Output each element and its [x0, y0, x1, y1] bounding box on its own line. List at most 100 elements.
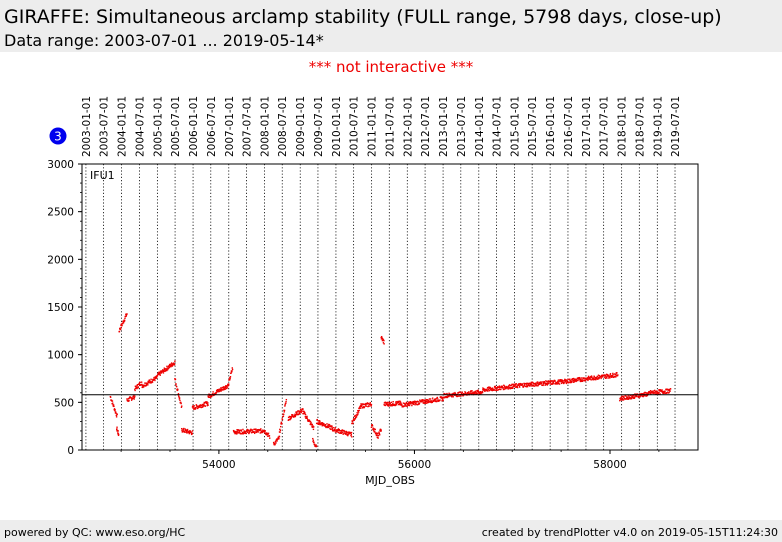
- data-point: [113, 408, 116, 410]
- data-point: [666, 391, 669, 393]
- data-point: [157, 372, 160, 374]
- data-point: [200, 406, 203, 409]
- data-point: [646, 392, 648, 394]
- data-point: [260, 428, 262, 430]
- data-point: [633, 397, 636, 399]
- data-point: [149, 380, 151, 382]
- data-point: [116, 413, 118, 416]
- data-point: [184, 431, 186, 433]
- data-point: [282, 415, 285, 417]
- date-tick-label: 2004-01-01: [117, 96, 129, 157]
- data-point: [288, 418, 290, 421]
- data-point: [504, 386, 507, 388]
- data-point: [202, 405, 204, 408]
- data-point: [612, 372, 614, 375]
- data-point: [357, 413, 359, 415]
- data-point: [169, 363, 172, 365]
- data-point: [635, 395, 637, 397]
- data-point: [547, 381, 549, 383]
- data-point: [364, 405, 367, 407]
- data-point: [385, 403, 388, 405]
- data-point: [542, 381, 544, 383]
- data-point: [426, 401, 429, 403]
- data-point: [274, 443, 276, 445]
- data-point: [359, 406, 361, 408]
- data-point: [409, 403, 411, 405]
- data-point: [461, 391, 464, 393]
- data-point: [361, 404, 363, 407]
- data-point: [315, 444, 317, 446]
- data-point: [276, 440, 278, 442]
- data-point: [623, 396, 625, 398]
- data-point: [435, 398, 437, 400]
- data-point: [118, 330, 121, 333]
- data-point: [549, 381, 552, 383]
- data-point: [493, 389, 496, 391]
- data-point: [594, 378, 596, 381]
- data-point: [656, 390, 658, 393]
- data-point: [498, 386, 500, 389]
- data-point: [158, 373, 160, 376]
- data-point: [488, 388, 490, 391]
- data-point: [477, 390, 480, 393]
- data-point: [166, 365, 168, 368]
- data-point: [322, 424, 324, 426]
- data-point: [300, 411, 302, 414]
- data-point: [535, 383, 537, 385]
- data-point: [165, 369, 168, 372]
- data-point: [222, 387, 225, 389]
- data-point: [503, 385, 506, 387]
- data-point: [654, 390, 656, 392]
- data-point: [259, 432, 261, 434]
- data-point: [441, 397, 443, 399]
- data-point: [657, 391, 659, 394]
- data-point: [629, 394, 632, 397]
- data-point: [327, 425, 329, 427]
- data-point: [595, 376, 598, 379]
- date-tick-label: 2018-07-01: [634, 96, 646, 157]
- data-point: [565, 380, 567, 382]
- data-point: [492, 388, 494, 391]
- y-tick-label: 2500: [47, 207, 74, 219]
- data-point: [622, 399, 624, 401]
- data-point: [507, 388, 509, 390]
- data-point: [248, 431, 251, 433]
- data-point: [298, 411, 300, 414]
- data-point: [299, 410, 301, 412]
- data-point: [173, 363, 176, 366]
- data-point: [583, 377, 586, 379]
- data-point: [378, 432, 381, 435]
- data-point: [646, 393, 648, 395]
- data-point: [526, 382, 528, 385]
- data-point: [249, 430, 251, 432]
- data-point: [341, 429, 344, 432]
- data-point: [364, 403, 367, 406]
- data-point: [649, 390, 652, 392]
- data-point: [572, 381, 574, 383]
- data-point: [112, 402, 114, 404]
- data-point: [587, 379, 589, 382]
- data-point: [312, 425, 314, 427]
- data-point: [162, 372, 165, 374]
- data-point: [498, 385, 501, 387]
- data-point: [580, 377, 582, 379]
- data-point: [509, 384, 512, 387]
- data-point: [488, 389, 491, 392]
- data-point: [486, 387, 489, 389]
- data-point: [573, 381, 575, 383]
- data-point: [289, 418, 291, 421]
- data-point: [136, 387, 138, 390]
- data-point: [511, 384, 513, 386]
- data-point: [193, 408, 195, 411]
- data-point: [532, 382, 534, 384]
- data-point: [155, 375, 157, 378]
- data-point: [340, 431, 342, 434]
- data-point: [524, 383, 526, 385]
- data-point: [205, 402, 208, 405]
- data-point: [464, 391, 466, 393]
- data-point: [473, 393, 475, 395]
- data-point: [232, 429, 235, 432]
- data-point: [451, 393, 454, 395]
- date-tick-label: 2017-07-01: [599, 96, 611, 157]
- date-tick-label: 2015-07-01: [527, 96, 539, 157]
